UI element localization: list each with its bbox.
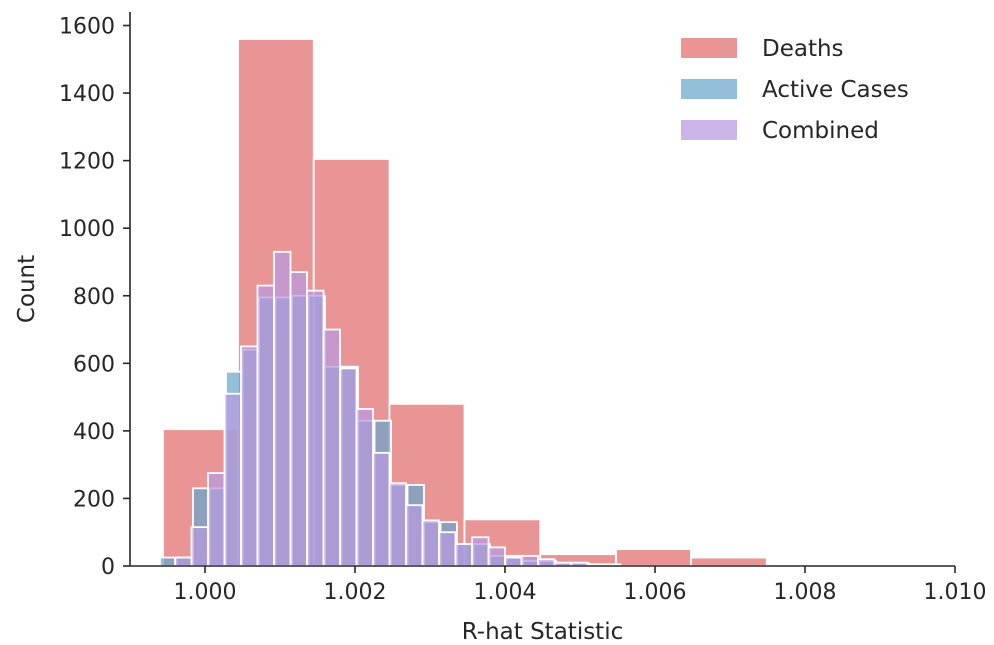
y-tick-label: 0 <box>101 555 115 580</box>
axes: 1.000 1.002 1.004 1.006 1.008 1.010 0 200 400 60… <box>59 12 986 605</box>
y-tick-label: 1200 <box>59 150 115 175</box>
x-tick-label: 1.000 <box>174 580 237 605</box>
histogram-bars <box>159 38 844 567</box>
histogram-bar <box>174 556 193 567</box>
legend-item: Combined <box>681 118 879 144</box>
histogram-bar <box>306 289 325 567</box>
x-tick-label: 1.010 <box>924 580 987 605</box>
histogram-bar <box>289 271 308 567</box>
histogram-bar <box>273 250 292 567</box>
histogram-bar <box>537 558 556 567</box>
x-tick-label: 1.006 <box>624 580 687 605</box>
x-tick-label: 1.008 <box>774 580 837 605</box>
legend-item: Deaths <box>681 36 844 62</box>
histogram-bar <box>159 556 178 567</box>
y-tick-label: 600 <box>73 352 115 377</box>
histogram-bar <box>504 556 523 567</box>
histogram-bar <box>454 543 473 567</box>
x-axis-ticks: 1.000 1.002 1.004 1.006 1.008 1.010 <box>174 566 987 605</box>
histogram-bar <box>438 531 457 567</box>
histogram-bar <box>355 408 374 567</box>
histogram-bar <box>487 546 506 567</box>
histogram-bar <box>405 504 424 567</box>
y-tick-label: 1000 <box>59 217 115 242</box>
y-tick-label: 200 <box>73 487 115 512</box>
histogram-bar <box>207 472 226 567</box>
legend-label: Combined <box>762 118 879 144</box>
legend-label: Active Cases <box>762 77 909 103</box>
histogram-bar <box>322 328 341 567</box>
legend-label: Deaths <box>762 36 844 62</box>
legend-swatch <box>681 38 737 58</box>
histogram-bar <box>388 482 407 567</box>
histogram-bar <box>690 556 768 567</box>
y-axis-ticks: 0 200 400 600 800 1000 1200 1400 1600 <box>59 15 130 580</box>
histogram-bar <box>339 367 358 567</box>
histogram-bar <box>190 526 209 567</box>
x-tick-label: 1.002 <box>324 580 387 605</box>
histogram-bar <box>240 345 259 567</box>
x-axis-label: R-hat Statistic <box>462 619 624 645</box>
histogram-bar <box>471 536 490 567</box>
y-tick-label: 800 <box>73 285 115 310</box>
y-axis-label: Count <box>14 255 40 323</box>
y-tick-label: 1400 <box>59 82 115 107</box>
y-tick-label: 1600 <box>59 15 115 40</box>
legend-item: Active Cases <box>681 77 909 103</box>
x-tick-label: 1.004 <box>474 580 537 605</box>
y-tick-label: 400 <box>73 420 115 445</box>
histogram-bar <box>223 392 242 567</box>
histogram-bar <box>520 554 539 567</box>
histogram-bar <box>256 284 275 567</box>
legend-swatch <box>681 120 737 140</box>
histogram-bar <box>615 548 692 567</box>
legend: Deaths Active Cases Combined <box>681 36 909 144</box>
legend-swatch <box>681 79 737 99</box>
histogram-bar <box>372 451 391 567</box>
histogram-bar <box>421 519 440 567</box>
